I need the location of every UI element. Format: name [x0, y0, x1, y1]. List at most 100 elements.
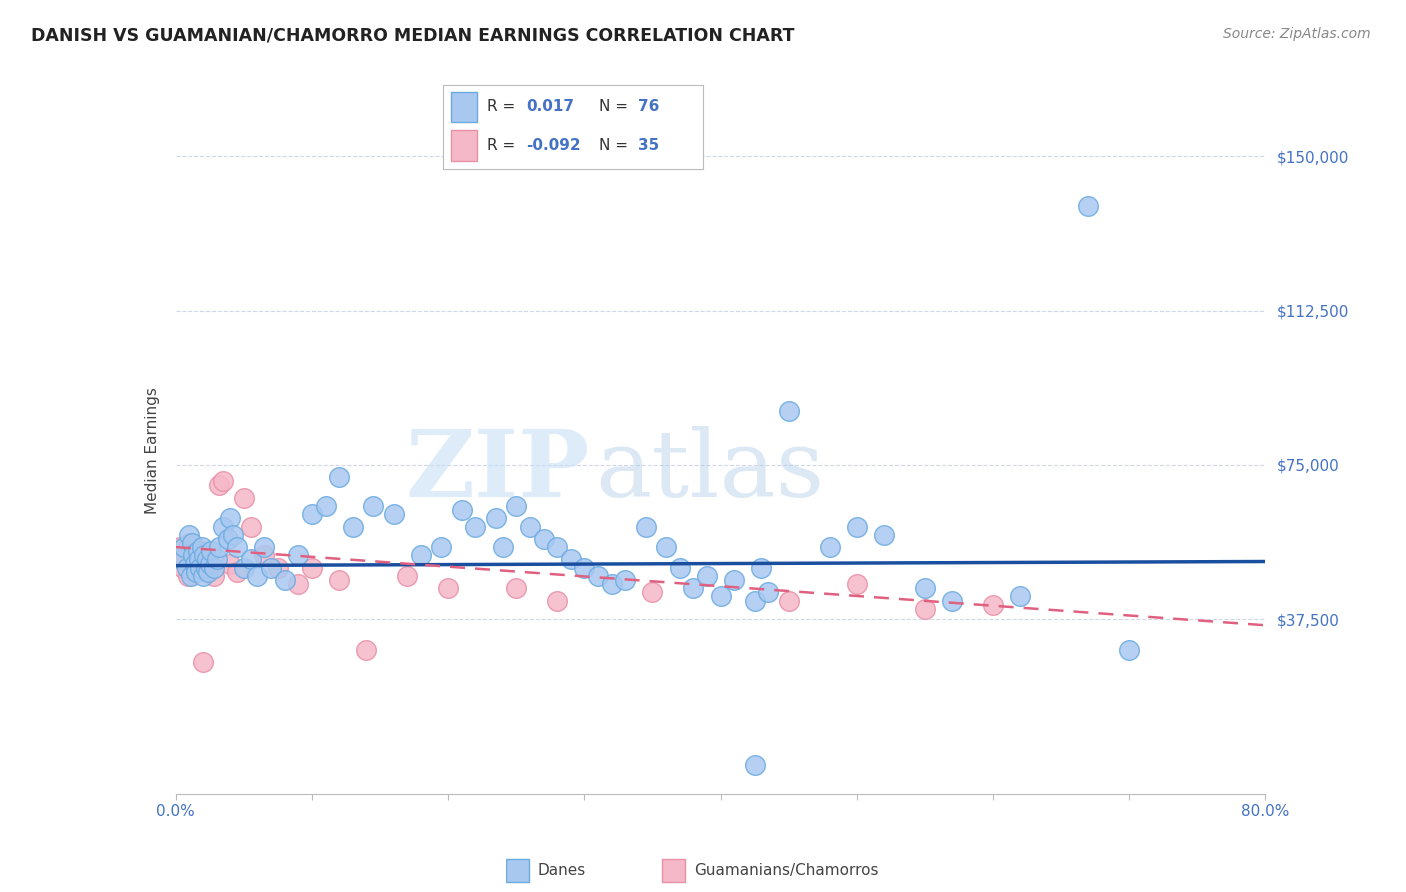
Point [200, 544, 222, 558]
Point [1010, 590, 1032, 604]
Point [533, 532, 555, 546]
Point [1077, 199, 1099, 213]
Point [328, 573, 350, 587]
Point [174, 552, 197, 566]
Point [191, 544, 214, 558]
Text: -0.092: -0.092 [526, 138, 581, 153]
Point [205, 552, 228, 566]
Text: 76: 76 [638, 99, 659, 114]
Point [873, 528, 896, 542]
Point [274, 573, 297, 587]
Point [222, 528, 245, 542]
Text: atlas: atlas [595, 426, 824, 516]
Point [208, 478, 231, 492]
Point [778, 404, 800, 418]
Point [356, 643, 378, 657]
Point [818, 540, 841, 554]
Point [184, 557, 207, 571]
Point [179, 536, 201, 550]
Point [219, 557, 242, 571]
Point [180, 569, 202, 583]
Point [301, 507, 323, 521]
Point [682, 581, 704, 595]
Point [287, 577, 309, 591]
Point [914, 581, 936, 595]
Point [181, 536, 204, 550]
Text: ZIP: ZIP [405, 426, 591, 516]
Point [170, 552, 193, 566]
Point [169, 540, 191, 554]
Point [315, 499, 337, 513]
Point [751, 560, 773, 574]
Text: Danes: Danes [537, 863, 586, 878]
Point [197, 565, 219, 579]
Point [191, 569, 214, 583]
Text: R =: R = [486, 138, 516, 153]
Point [188, 560, 211, 574]
Point [186, 565, 208, 579]
Point [232, 560, 254, 574]
Point [778, 593, 800, 607]
Text: R =: R = [486, 99, 516, 114]
Point [519, 519, 541, 533]
Point [187, 552, 209, 566]
Point [744, 593, 766, 607]
Point [190, 540, 212, 554]
Point [212, 475, 235, 489]
Point [239, 552, 262, 566]
Text: 0.017: 0.017 [526, 99, 574, 114]
Point [464, 519, 486, 533]
Text: N =: N = [599, 138, 628, 153]
Point [208, 540, 231, 554]
Text: 35: 35 [638, 138, 659, 153]
Point [981, 598, 1004, 612]
Point [845, 519, 868, 533]
Point [260, 560, 283, 574]
Point [217, 532, 239, 546]
Point [287, 549, 309, 563]
Point [186, 544, 209, 558]
Point [914, 602, 936, 616]
Point [450, 503, 472, 517]
Text: Source: ZipAtlas.com: Source: ZipAtlas.com [1223, 27, 1371, 41]
Point [437, 581, 460, 595]
Point [202, 569, 225, 583]
Point [301, 560, 323, 574]
Point [267, 560, 290, 574]
Point [193, 549, 215, 563]
Bar [506, 859, 529, 882]
Point [485, 511, 508, 525]
Point [253, 540, 276, 554]
Point [194, 552, 217, 566]
Point [641, 585, 664, 599]
Text: N =: N = [599, 99, 628, 114]
Point [239, 519, 262, 533]
Point [723, 573, 745, 587]
Point [941, 593, 963, 607]
Point [756, 585, 779, 599]
Point [246, 569, 269, 583]
Point [634, 519, 657, 533]
Point [430, 540, 453, 554]
Point [184, 540, 207, 554]
Point [328, 470, 350, 484]
Point [202, 560, 225, 574]
Bar [451, 130, 477, 161]
Point [409, 549, 432, 563]
Point [505, 581, 527, 595]
Bar [451, 92, 477, 122]
Point [546, 540, 568, 554]
Text: Guamanians/Chamorros: Guamanians/Chamorros [695, 863, 879, 878]
Point [845, 577, 868, 591]
Point [696, 569, 718, 583]
Point [546, 593, 568, 607]
Point [574, 560, 596, 574]
Point [232, 491, 254, 505]
Bar [662, 859, 685, 882]
Point [191, 655, 214, 669]
Point [668, 560, 690, 574]
Point [194, 560, 217, 574]
Point [212, 519, 235, 533]
Point [198, 557, 221, 571]
Point [226, 540, 249, 554]
